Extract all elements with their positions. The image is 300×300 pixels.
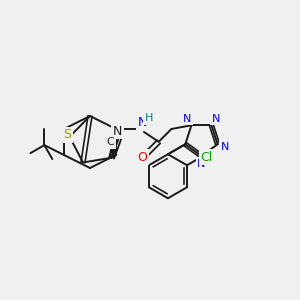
Text: N: N [212, 114, 220, 124]
Text: H: H [145, 113, 153, 123]
Text: C: C [106, 137, 114, 147]
Text: N: N [183, 114, 191, 124]
Text: O: O [137, 151, 147, 164]
Text: N: N [137, 116, 147, 130]
Text: S: S [64, 128, 72, 141]
Text: N: N [197, 159, 206, 169]
Text: N: N [113, 125, 122, 138]
Text: N: N [221, 142, 230, 152]
Text: Cl: Cl [201, 151, 213, 164]
